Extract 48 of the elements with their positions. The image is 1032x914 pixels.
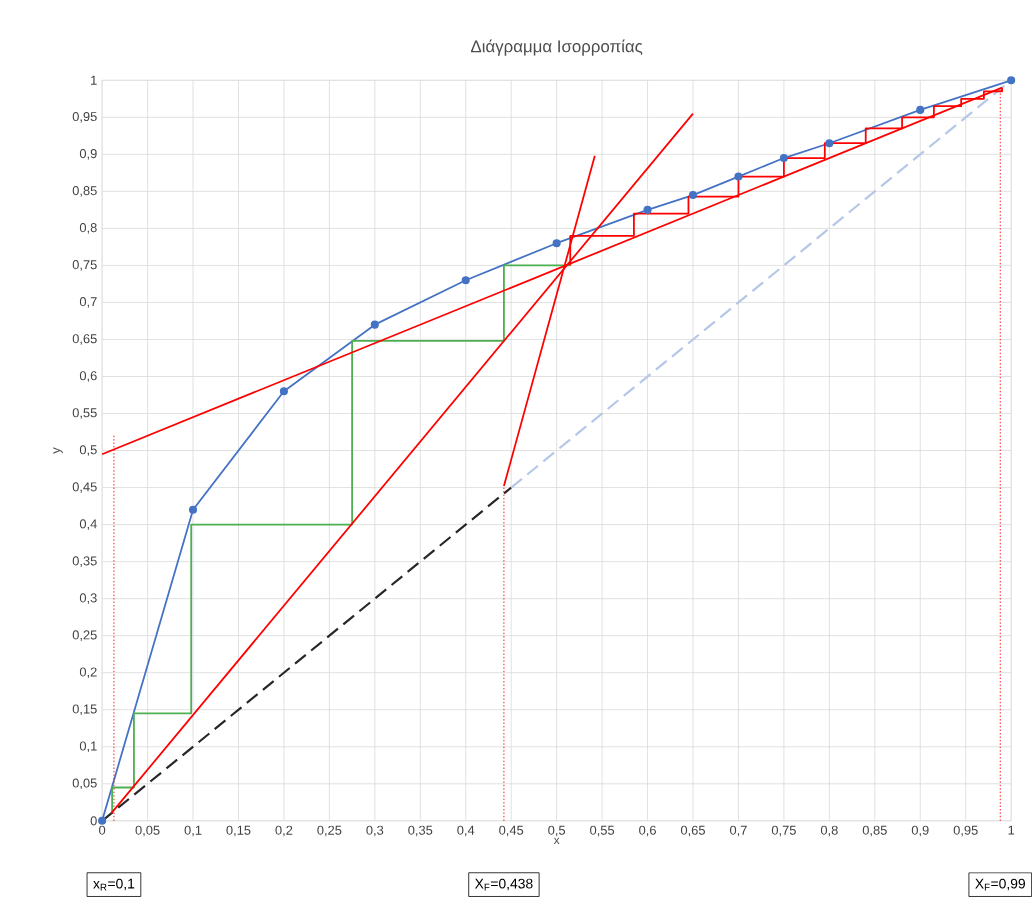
text: X$_{F}$=0,99: [975, 878, 1025, 891]
x-tick-label: 0,75: [771, 825, 796, 837]
x-tick-label: 1: [1008, 825, 1015, 835]
y-tick-label: 0,1: [79, 741, 97, 753]
x-tick-label: 0: [99, 825, 106, 835]
y-tick-label: 0,8: [79, 223, 97, 234]
y-tick-label: 0,55: [72, 408, 97, 419]
y-tick-label: 0,45: [72, 482, 97, 493]
y-tick-label: 0,5: [79, 445, 97, 456]
y-tick-label: 0,65: [72, 334, 97, 345]
x-tick-label: 0,65: [680, 825, 705, 837]
x-tick-label: 0,8: [820, 825, 838, 837]
y-tick-label: 0: [90, 816, 97, 826]
text: X$_{F}$=0,438: [474, 878, 533, 891]
x-tick-label: 0,2: [275, 825, 293, 837]
x-tick-label: 0,15: [226, 825, 251, 837]
x-tick-label: 0,3: [366, 825, 384, 837]
text: x$_{R}$=0,1: [93, 878, 135, 891]
y-tick-label: 0,15: [72, 704, 97, 716]
x-tick-label: 0,45: [499, 825, 524, 837]
y-tick-label: 1: [91, 75, 97, 85]
x-tick-label: 0,35: [408, 825, 433, 837]
y-tick-label: 0,4: [79, 519, 97, 530]
y-tick-label: 0,2: [79, 667, 97, 679]
x-axis-title: x: [553, 837, 560, 845]
x-tick-label: 0,9: [911, 825, 929, 837]
y-tick-label: 0,35: [72, 556, 97, 567]
x-tick-label: 0,05: [135, 825, 160, 837]
y-tick-label: 0,75: [72, 260, 97, 271]
x-tick-label: 0,5: [548, 825, 566, 837]
y-tick-label: 0,3: [79, 593, 97, 604]
x-tick-label: 0,95: [953, 825, 978, 837]
x-tick-label: 0,6: [639, 825, 656, 837]
chart-title: Διάγραμμα Ισορροπίας: [470, 39, 643, 56]
x-tick-label: 0,85: [862, 825, 887, 837]
y-axis-title: y: [53, 447, 63, 454]
x-tick-label: 0,7: [730, 825, 747, 837]
y-tick-label: 0,6: [79, 371, 97, 382]
x-tick-label: 0,4: [457, 825, 475, 837]
x-tick-label: 0,1: [184, 825, 202, 837]
y-tick-label: 0,7: [79, 297, 97, 308]
y-tick-label: 0,25: [72, 630, 97, 641]
x-tick-label: 0,25: [317, 825, 342, 837]
y-tick-label: 0,95: [72, 111, 97, 123]
y-tick-label: 0,9: [79, 149, 97, 160]
y-tick-label: 0,85: [72, 186, 97, 197]
y-tick-label: 0,05: [72, 778, 97, 790]
x-tick-label: 0,55: [590, 825, 615, 837]
